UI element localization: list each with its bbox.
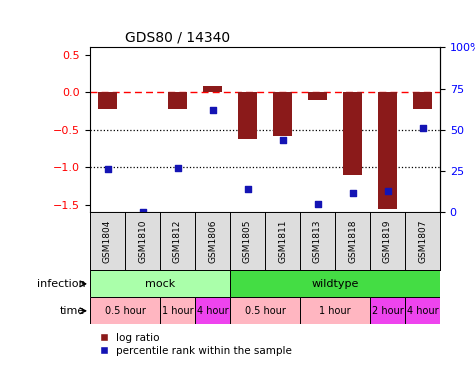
Text: 0.5 hour: 0.5 hour xyxy=(104,306,145,316)
Point xyxy=(104,167,111,172)
Text: 1 hour: 1 hour xyxy=(162,306,193,316)
Point xyxy=(279,137,286,143)
Point xyxy=(139,209,146,215)
Point xyxy=(418,125,426,131)
Text: GSM1804: GSM1804 xyxy=(103,220,112,263)
Point xyxy=(314,201,321,207)
Point xyxy=(244,186,251,192)
Text: GSM1807: GSM1807 xyxy=(418,220,427,263)
Bar xyxy=(230,297,300,324)
Text: 1 hour: 1 hour xyxy=(319,306,351,316)
Text: GDS80 / 14340: GDS80 / 14340 xyxy=(125,31,230,45)
Bar xyxy=(203,86,222,92)
Text: GSM1812: GSM1812 xyxy=(173,220,182,263)
Bar xyxy=(160,297,195,324)
Bar xyxy=(238,92,257,139)
Text: GSM1819: GSM1819 xyxy=(383,220,392,263)
Bar xyxy=(370,297,405,324)
Bar xyxy=(98,92,117,109)
Bar xyxy=(168,92,187,109)
Text: 4 hour: 4 hour xyxy=(197,306,228,316)
Bar xyxy=(90,270,230,297)
Bar xyxy=(343,92,362,175)
Bar xyxy=(308,92,327,100)
Text: GSM1818: GSM1818 xyxy=(348,220,357,263)
Bar xyxy=(300,297,370,324)
Text: 4 hour: 4 hour xyxy=(407,306,438,316)
Text: mock: mock xyxy=(145,279,175,289)
Text: time: time xyxy=(60,306,85,316)
Text: GSM1810: GSM1810 xyxy=(138,220,147,263)
Text: wildtype: wildtype xyxy=(311,279,359,289)
Bar xyxy=(413,92,432,109)
Point xyxy=(384,188,391,194)
Bar xyxy=(378,92,397,209)
Bar xyxy=(405,297,440,324)
Bar xyxy=(195,297,230,324)
Text: GSM1811: GSM1811 xyxy=(278,220,287,263)
Point xyxy=(209,107,216,113)
Point xyxy=(349,190,356,195)
Bar xyxy=(90,297,160,324)
Text: 0.5 hour: 0.5 hour xyxy=(245,306,285,316)
Bar xyxy=(230,270,440,297)
Point xyxy=(174,165,181,171)
Text: GSM1813: GSM1813 xyxy=(313,220,322,263)
Legend: log ratio, percentile rank within the sample: log ratio, percentile rank within the sa… xyxy=(95,329,296,360)
Bar xyxy=(273,92,292,136)
Text: GSM1806: GSM1806 xyxy=(208,220,217,263)
Text: GSM1805: GSM1805 xyxy=(243,220,252,263)
Text: 2 hour: 2 hour xyxy=(371,306,403,316)
Text: infection: infection xyxy=(37,279,85,289)
